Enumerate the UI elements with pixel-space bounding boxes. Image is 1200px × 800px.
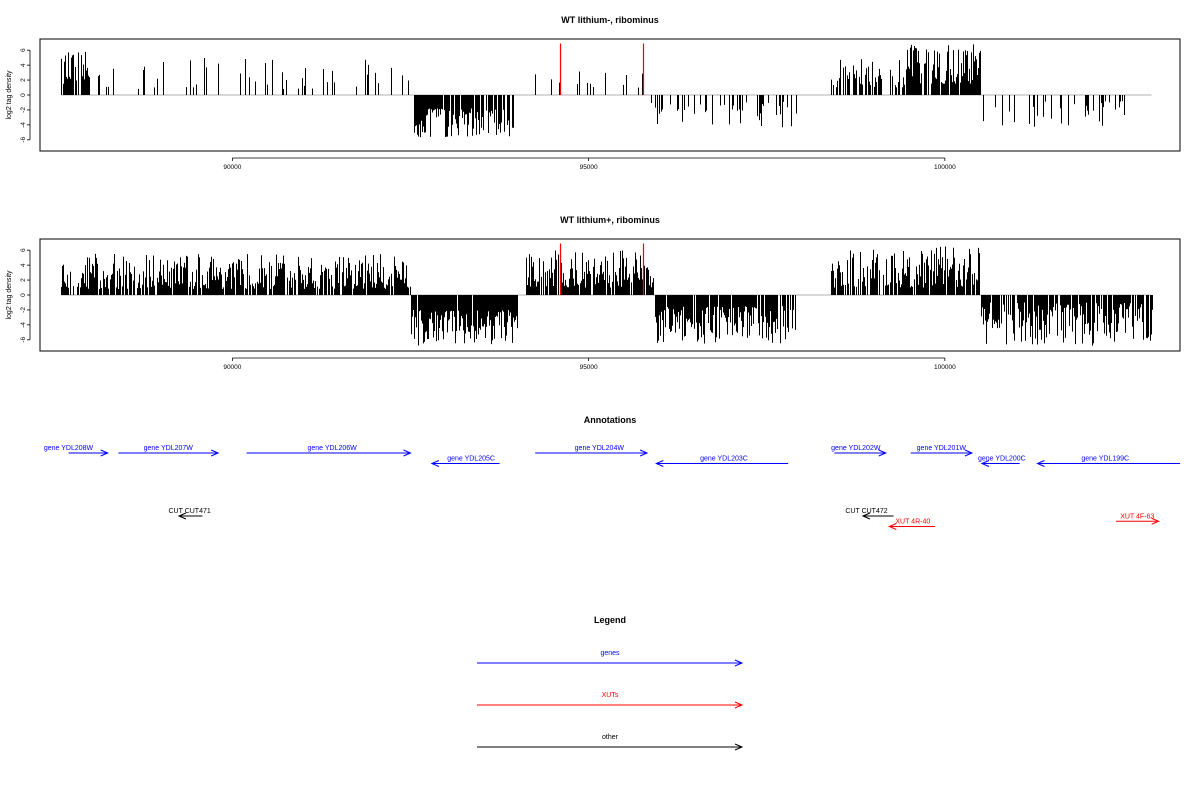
x-tick-label: 95000 (580, 364, 598, 371)
y-tick-label: -6 (20, 337, 27, 343)
y-tick-label: -4 (20, 322, 27, 328)
y-tick-label: 0 (20, 93, 27, 97)
plot-frame (39, 238, 1181, 352)
feature-arrowhead (177, 512, 187, 520)
annotations-track: Annotations gene YDL208W gene YDL207W gene… (44, 415, 1180, 530)
feature-arrowhead (1036, 460, 1045, 467)
x-tick-label: 100000 (934, 164, 956, 171)
feature-arrowhead (210, 449, 220, 457)
chart-panel-lithium-plus: WT lithium+, ribominus log2 tag density … (6, 215, 1181, 371)
y-tick-label: -2 (20, 307, 27, 313)
feature-label: XUT 4F-63 (1120, 513, 1154, 520)
legend-title: Legend (594, 615, 626, 625)
plot-frame (39, 38, 1181, 152)
y-tick-label: 2 (20, 78, 27, 82)
legend-label: other (602, 734, 619, 741)
chart-title: WT lithium+, ribominus (560, 215, 660, 225)
y-axis-label: log2 tag density (6, 70, 13, 120)
axes: 6 4 2 0 -2 -4 -6 90000 95000 100000 (20, 48, 956, 171)
feature-label: gene YDL201W (917, 445, 967, 452)
feature-arrowhead (980, 460, 990, 467)
feature-label: gene YDL208W (44, 445, 94, 452)
feature-label: gene YDL204W (575, 445, 625, 452)
feature-label: gene YDL207W (144, 445, 194, 452)
axes: 6 4 2 0 -2 -4 -6 90000 95000 100000 (20, 248, 956, 371)
x-tick-label: 90000 (223, 164, 241, 171)
chart-panel-lithium-minus: WT lithium-, ribominus log2 tag density … (6, 15, 1181, 171)
bar-group (61, 43, 1152, 138)
y-tick-label: -6 (20, 137, 27, 143)
feature-arrowhead (888, 523, 897, 530)
feature-label: gene YDL206W (307, 445, 357, 452)
legend-arrowhead (734, 659, 744, 667)
y-tick-label: -4 (20, 122, 27, 128)
feature-label: gene YDL200C (978, 456, 1026, 463)
feature-label: CUT CUT471 (168, 508, 210, 515)
legend-arrowhead (734, 701, 744, 709)
legend-label: XUTs (602, 692, 619, 699)
feature-arrowhead (430, 460, 440, 467)
feature-group: gene YDL208W gene YDL207W gene YDL206W gene… (44, 445, 1180, 530)
feature-label: gene YDL205C (447, 456, 495, 463)
x-tick-label: 100000 (934, 364, 956, 371)
legend-arrowhead (734, 743, 744, 751)
feature-arrowhead (1151, 517, 1160, 525)
y-tick-label: 4 (20, 263, 27, 267)
feature-arrowhead (878, 449, 888, 457)
legend: Legend genes XUTs other (477, 615, 744, 751)
legend-label: genes (600, 650, 620, 657)
feature-arrowhead (655, 460, 664, 467)
y-tick-label: 2 (20, 278, 27, 282)
feature-label: CUT CUT472 (845, 508, 887, 515)
feature-label: gene YDL199C (1081, 456, 1129, 463)
feature-arrowhead (100, 449, 109, 457)
legend-items: genes XUTs other (477, 650, 744, 751)
annotations-title: Annotations (584, 415, 637, 425)
feature-arrowhead (861, 512, 871, 520)
x-tick-label: 95000 (580, 164, 598, 171)
y-tick-label: 6 (20, 48, 27, 52)
y-tick-label: 6 (20, 248, 27, 252)
chart-title: WT lithium-, ribominus (561, 15, 659, 25)
y-tick-label: 0 (20, 293, 27, 297)
feature-label: XUT 4R-40 (895, 519, 930, 526)
y-axis-label: log2 tag density (6, 270, 13, 320)
feature-arrowhead (403, 449, 412, 457)
y-tick-label: 4 (20, 63, 27, 67)
x-tick-label: 90000 (223, 364, 241, 371)
bar-group (61, 243, 1153, 346)
feature-label: gene YDL202W (831, 445, 881, 452)
feature-arrowhead (964, 449, 974, 457)
feature-arrowhead (639, 449, 649, 457)
y-tick-label: -2 (20, 107, 27, 113)
feature-label: gene YDL203C (700, 456, 748, 463)
